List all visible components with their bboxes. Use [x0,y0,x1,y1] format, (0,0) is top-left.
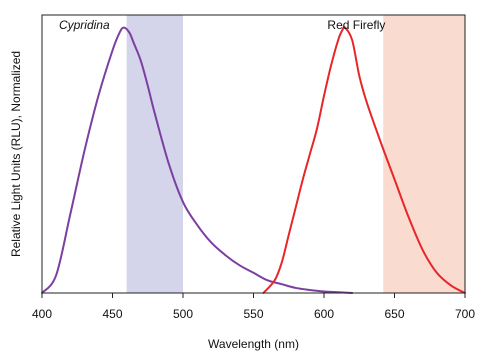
series-label-0: Cypridina [59,18,110,32]
series-line-0 [41,26,354,294]
red-filter-band [383,15,465,293]
series-labels: Cypridina Red Firefly [59,18,385,32]
y-axis-label: Relative Light Units (RLU), Normalized [9,51,23,257]
filter-bands [126,15,465,293]
x-tick-label: 550 [243,307,263,321]
x-tick-label: 500 [173,307,193,321]
series-line-1 [262,26,466,294]
x-tick-label: 600 [314,307,334,321]
x-tick-label: 650 [384,307,404,321]
x-axis-label: Wavelength (nm) [208,337,299,351]
x-tick-label: 700 [455,307,475,321]
x-axis-ticks: 400 450 500 550 600 650 700 [32,293,475,321]
x-tick-label: 450 [102,307,122,321]
blue-filter-band [126,15,183,293]
x-tick-label: 400 [32,307,52,321]
series-label-1: Red Firefly [327,18,385,32]
series-lines [41,26,466,294]
